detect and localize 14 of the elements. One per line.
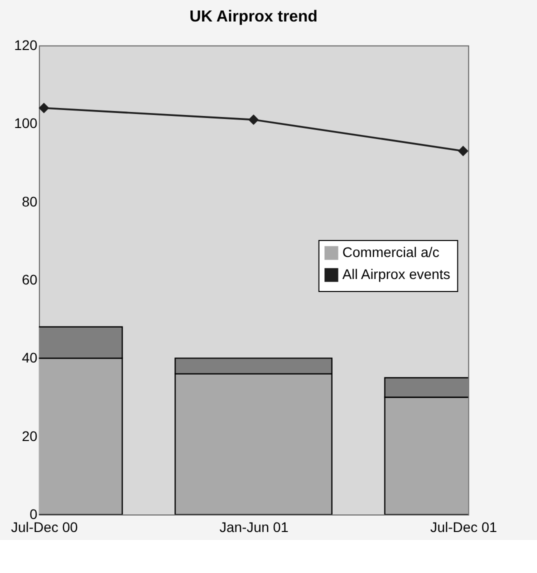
point — [38, 102, 50, 114]
legend-label: Commercial a/c — [342, 244, 440, 260]
y-tick-label: 120 — [14, 36, 38, 53]
y-tick-label: 40 — [22, 350, 38, 366]
point — [458, 146, 468, 156]
x-tick-label: Jan-Jun 01 — [219, 519, 289, 536]
legend-label: All Airprox events — [342, 266, 450, 282]
point — [248, 114, 259, 125]
chart-title: UK Airprox trend — [189, 8, 318, 26]
y-tick-label: 20 — [22, 428, 38, 444]
y-tick-label: 80 — [22, 193, 38, 210]
x-tick-label: Jul-Dec 01 — [430, 519, 498, 536]
y-tick-label: 60 — [22, 271, 38, 288]
y-tick-label: 100 — [14, 115, 38, 132]
